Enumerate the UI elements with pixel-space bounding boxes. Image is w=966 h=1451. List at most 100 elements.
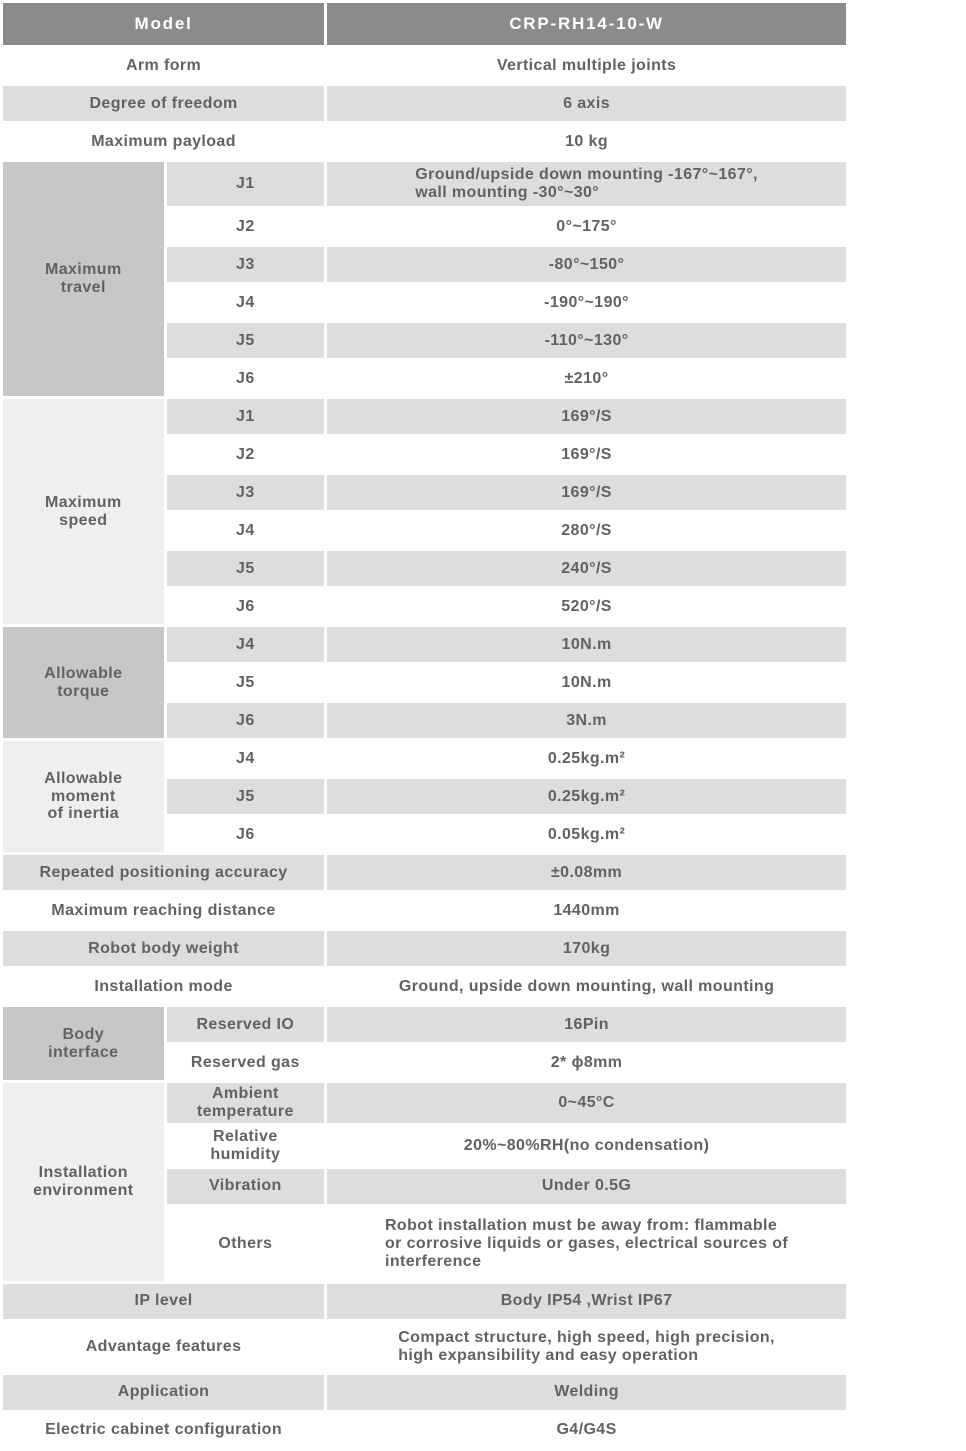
speed-j2-value: 169°/S [327,437,846,472]
travel-j6-value: ±210° [327,361,846,396]
row-speed-j5: J5 240°/S [3,551,846,586]
travel-j2-value: 0°~175° [327,209,846,244]
row-travel-j4: J4 -190°~190° [3,285,846,320]
reserved-io-label: Reserved IO [166,1007,325,1042]
maximum-payload-label: Maximum payload [3,124,325,159]
table-header-row: Model CRP-RH14-10-W [3,3,846,45]
travel-j5-value: -110°~130° [327,323,846,358]
application-value: Welding [327,1374,846,1410]
degree-of-freedom-label: Degree of freedom [3,86,325,121]
speed-j3-joint: J3 [166,475,325,510]
speed-j2-joint: J2 [166,437,325,472]
row-maximum-payload: Maximum payload 10 kg [3,124,846,159]
row-inertia-j5: J5 0.25kg.m² [3,779,846,814]
body-interface-group-header: Body interface [3,1007,164,1080]
row-installation-mode: Installation mode Ground, upside down mo… [3,969,846,1004]
robot-body-weight-value: 170kg [327,931,846,966]
arm-form-value: Vertical multiple joints [327,48,846,83]
relative-humidity-value: 20%~80%RH(no condensation) [327,1125,846,1166]
allowable-moment-of-inertia-group-header: Allowable moment of inertia [3,741,164,852]
row-others: Others Robot installation must be away f… [3,1206,846,1281]
row-speed-j1: Maximum speed J1 169°/S [3,399,846,624]
speed-j4-joint: J4 [166,513,325,548]
row-relative-humidity: Relative humidity 20%~80%RH(no condensat… [3,1125,846,1166]
torque-j5-joint: J5 [166,665,325,700]
row-arm-form: Arm form Vertical multiple joints [3,48,846,83]
row-inertia-j6: J6 0.05kg.m² [3,817,846,852]
speed-j1-value: 169°/S [327,399,846,434]
maximum-travel-group-header: Maximum travel [3,162,164,396]
row-travel-j1: Maximum travel J1 Ground/upside down mou… [3,162,846,396]
row-torque-j5: J5 10N.m [3,665,846,700]
robot-body-weight-label: Robot body weight [3,931,325,966]
row-maximum-reaching-distance: Maximum reaching distance 1440mm [3,893,846,928]
allowable-torque-group-header: Allowable torque [3,627,164,738]
row-degree-of-freedom: Degree of freedom 6 axis [3,86,846,121]
row-reserved-gas: Reserved gas 2* ϕ8mm [3,1045,846,1080]
row-repeated-positioning-accuracy: Repeated positioning accuracy ±0.08mm [3,855,846,890]
torque-j4-value: 10N.m [327,627,846,662]
travel-j2-joint: J2 [166,209,325,244]
inertia-j4-value: 0.25kg.m² [327,741,846,776]
travel-j1-value: Ground/upside down mounting -167°~167°, … [327,162,846,206]
row-travel-j2: J2 0°~175° [3,209,846,244]
application-label: Application [3,1374,325,1410]
row-electric-cabinet-configuration: Electric cabinet configuration G4/G4S [3,1412,846,1448]
reserved-io-value: 16Pin [327,1007,846,1042]
advantage-features-value: Compact structure, high speed, high prec… [327,1321,846,1372]
row-advantage-features: Advantage features Compact structure, hi… [3,1321,846,1372]
row-torque-j6: J6 3N.m [3,703,846,738]
travel-j3-joint: J3 [166,247,325,282]
speed-j6-value: 520°/S [327,589,846,624]
reserved-gas-label: Reserved gas [166,1045,325,1080]
row-speed-j2: J2 169°/S [3,437,846,472]
row-speed-j4: J4 280°/S [3,513,846,548]
torque-j5-value: 10N.m [327,665,846,700]
speed-j5-value: 240°/S [327,551,846,586]
ip-level-value: Body IP54 ,Wrist IP67 [327,1283,846,1319]
row-torque-j4: Allowable torque J4 10N.m [3,627,846,738]
row-speed-j3: J3 169°/S [3,475,846,510]
speed-j6-joint: J6 [166,589,325,624]
row-ip-level: IP level Body IP54 ,Wrist IP67 [3,1283,846,1319]
electric-cabinet-configuration-value: G4/G4S [327,1412,846,1448]
row-travel-j6: J6 ±210° [3,361,846,396]
speed-j5-joint: J5 [166,551,325,586]
spec-table: Model CRP-RH14-10-W Arm form Vertical mu… [3,3,846,1448]
degree-of-freedom-value: 6 axis [327,86,846,121]
torque-j6-value: 3N.m [327,703,846,738]
arm-form-label: Arm form [3,48,325,83]
torque-j4-joint: J4 [166,627,325,662]
speed-j4-value: 280°/S [327,513,846,548]
inertia-j6-joint: J6 [166,817,325,852]
row-application: Application Welding [3,1374,846,1410]
ambient-temperature-label: Ambient temperature [166,1083,325,1123]
installation-mode-label: Installation mode [3,969,325,1004]
reserved-gas-value: 2* ϕ8mm [327,1045,846,1080]
installation-mode-value: Ground, upside down mounting, wall mount… [327,969,846,1004]
maximum-payload-value: 10 kg [327,124,846,159]
travel-j6-joint: J6 [166,361,325,396]
inertia-j5-joint: J5 [166,779,325,814]
row-reserved-io: Body interface Reserved IO 16Pin [3,1007,846,1080]
row-travel-j5: J5 -110°~130° [3,323,846,358]
others-value: Robot installation must be away from: fl… [327,1206,846,1281]
row-robot-body-weight: Robot body weight 170kg [3,931,846,966]
electric-cabinet-configuration-label: Electric cabinet configuration [3,1412,325,1448]
others-label: Others [166,1206,325,1281]
travel-j3-value: -80°~150° [327,247,846,282]
maximum-speed-group-header: Maximum speed [3,399,164,624]
installation-environment-group-header: Installation environment [3,1083,164,1281]
repeated-positioning-accuracy-label: Repeated positioning accuracy [3,855,325,890]
travel-j1-joint: J1 [166,162,325,206]
repeated-positioning-accuracy-value: ±0.08mm [327,855,846,890]
relative-humidity-label: Relative humidity [166,1125,325,1166]
advantage-features-label: Advantage features [3,1321,325,1372]
inertia-j5-value: 0.25kg.m² [327,779,846,814]
torque-j6-joint: J6 [166,703,325,738]
ip-level-label: IP level [3,1283,325,1319]
maximum-reaching-distance-label: Maximum reaching distance [3,893,325,928]
speed-j1-joint: J1 [166,399,325,434]
vibration-value: Under 0.5G [327,1168,846,1204]
